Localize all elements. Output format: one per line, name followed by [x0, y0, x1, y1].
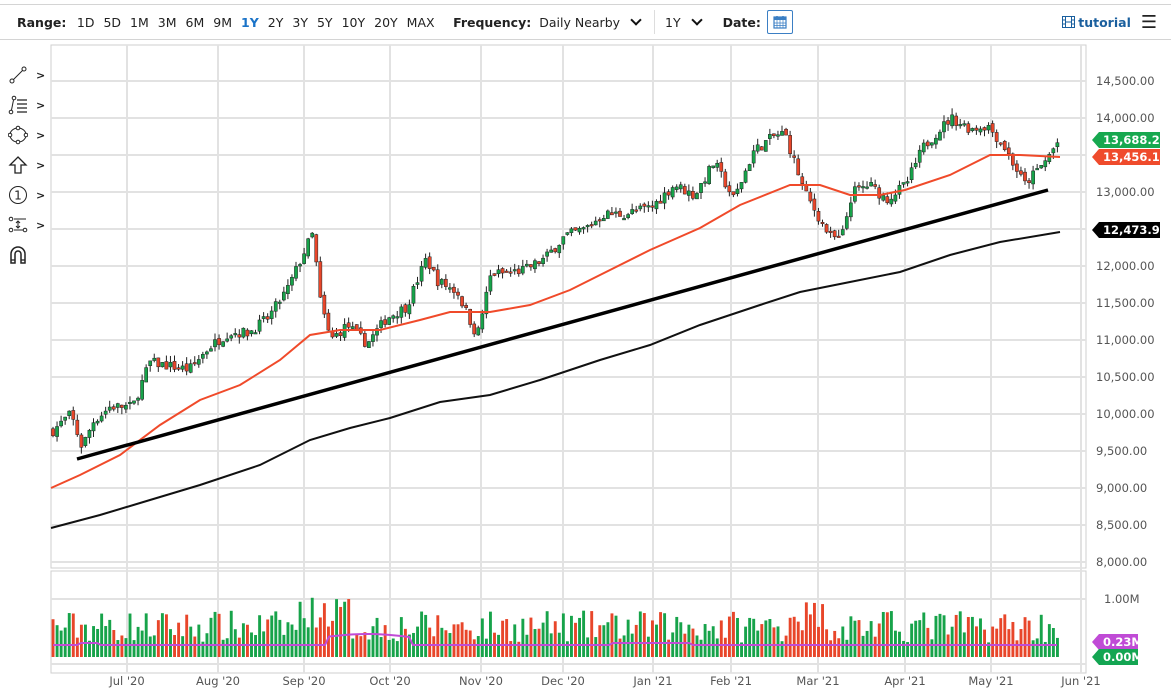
- chart-grid: [50, 44, 1087, 674]
- range-label: Range:: [17, 14, 67, 30]
- fib-lines-icon: [8, 95, 27, 115]
- candlesticks: [51, 108, 1060, 454]
- axes-labels: 14,500.0014,000.0013,500.0013,000.0012,5…: [108, 74, 1154, 688]
- frequency-label: Frequency:: [453, 14, 532, 30]
- shapes-tool[interactable]: >: [8, 120, 48, 150]
- magnet-tool[interactable]: [8, 240, 48, 270]
- svg-text:0.23M: 0.23M: [1103, 635, 1143, 649]
- frequency-dropdown[interactable]: Daily Nearby: [539, 14, 642, 30]
- svg-text:Oct '20: Oct '20: [369, 674, 410, 688]
- svg-text:Jun '21: Jun '21: [1060, 674, 1100, 688]
- svg-text:0.00M: 0.00M: [1103, 650, 1143, 664]
- range-button-1y[interactable]: 1Y: [241, 14, 259, 30]
- svg-text:13,688.25: 13,688.25: [1103, 133, 1168, 147]
- period-value: 1Y: [665, 14, 681, 30]
- tutorial-label: tutorial: [1078, 14, 1131, 30]
- range-toolbar: Range: 1D 5D 1M 3M 6M 9M 1Y 2Y 3Y 5Y 10Y 20Y MAX Fre…: [0, 4, 1171, 40]
- svg-text:May '21: May '21: [968, 674, 1013, 688]
- date-label: Date:: [722, 14, 761, 30]
- svg-text:Mar '21: Mar '21: [796, 674, 839, 688]
- svg-text:1.00M: 1.00M: [1104, 592, 1140, 606]
- svg-text:Aug '20: Aug '20: [196, 674, 240, 688]
- hamburger-menu-icon[interactable]: ☰: [1140, 11, 1157, 33]
- expand-arrow-icon: >: [36, 68, 46, 82]
- toolbar-divider: [654, 10, 656, 34]
- y-axis-tick: 9,000.00: [1096, 481, 1147, 495]
- expand-arrow-icon: >: [36, 128, 46, 142]
- range-button-5y[interactable]: 5Y: [316, 14, 333, 30]
- fibonacci-tool[interactable]: >: [8, 90, 48, 120]
- line-segment-icon: [9, 66, 27, 84]
- range-button-max[interactable]: MAX: [406, 14, 435, 30]
- y-axis-tick: 14,000.00: [1096, 111, 1155, 125]
- svg-text:Dec '20: Dec '20: [541, 674, 585, 688]
- svg-text:13,456.13: 13,456.13: [1103, 150, 1168, 164]
- range-button-20y[interactable]: 20Y: [374, 14, 398, 30]
- y-axis-tick: 10,000.00: [1096, 407, 1155, 421]
- measure-icon: [8, 216, 28, 233]
- range-button-6m[interactable]: 6M: [185, 14, 205, 30]
- y-axis-tick: 9,500.00: [1096, 444, 1147, 458]
- range-button-2y[interactable]: 2Y: [267, 14, 284, 30]
- ellipse-nodes-icon: [8, 125, 28, 145]
- arrow-tool[interactable]: >: [8, 150, 48, 180]
- y-axis-tick: 12,000.00: [1096, 259, 1155, 273]
- y-axis-tick: 14,500.00: [1096, 74, 1155, 88]
- calendar-button[interactable]: [766, 10, 793, 34]
- svg-text:12,473.92: 12,473.92: [1103, 223, 1168, 237]
- expand-arrow-icon: >: [36, 98, 46, 112]
- volume-bars: [51, 597, 1059, 657]
- range-button-3m[interactable]: 3M: [157, 14, 177, 30]
- y-axis-tick: 11,000.00: [1096, 333, 1155, 347]
- svg-text:Sep '20: Sep '20: [282, 674, 325, 688]
- range-button-10y[interactable]: 10Y: [341, 14, 366, 30]
- y-axis-tick: 11,500.00: [1096, 296, 1155, 310]
- frequency-value: Daily Nearby: [539, 14, 621, 30]
- range-buttons: 1D 5D 1M 3M 6M 9M 1Y 2Y 3Y 5Y 10Y 20Y MAX: [72, 15, 439, 30]
- film-icon: [1062, 16, 1076, 28]
- expand-arrow-icon: >: [36, 158, 46, 172]
- y-axis-tick: 8,000.00: [1096, 555, 1147, 569]
- tutorial-link[interactable]: tutorial: [1062, 15, 1131, 30]
- calendar-icon: [773, 16, 787, 29]
- expand-arrow-icon: >: [36, 188, 46, 202]
- up-arrow-icon: [8, 156, 28, 174]
- svg-text:Feb '21: Feb '21: [710, 674, 752, 688]
- svg-text:Apr '21: Apr '21: [884, 674, 925, 688]
- range-button-3y[interactable]: 3Y: [292, 14, 308, 30]
- indicator-lines: [50, 154, 1061, 529]
- annotation-tool[interactable]: 1 >: [8, 180, 48, 210]
- expand-arrow-icon: >: [36, 218, 46, 232]
- y-axis-tick: 13,000.00: [1096, 185, 1155, 199]
- range-button-5d[interactable]: 5D: [103, 14, 122, 30]
- range-button-1m[interactable]: 1M: [130, 14, 149, 30]
- svg-text:Jul '20: Jul '20: [108, 674, 144, 688]
- numbered-circle-icon: 1: [9, 186, 27, 204]
- range-button-9m[interactable]: 9M: [213, 14, 233, 30]
- magnet-icon: [10, 246, 26, 264]
- period-dropdown[interactable]: 1Y: [665, 14, 703, 30]
- measure-tool[interactable]: >: [8, 210, 48, 240]
- drawing-toolbar: > > > > 1 > >: [8, 60, 48, 270]
- svg-text:Jan '21: Jan '21: [632, 674, 672, 688]
- y-axis-tick: 10,500.00: [1096, 370, 1155, 384]
- svg-text:Nov '20: Nov '20: [459, 674, 503, 688]
- trendline-tool[interactable]: >: [8, 60, 48, 90]
- svg-text:1: 1: [14, 189, 22, 203]
- range-button-1d[interactable]: 1D: [76, 14, 95, 30]
- y-axis-tick: 8,500.00: [1096, 518, 1147, 532]
